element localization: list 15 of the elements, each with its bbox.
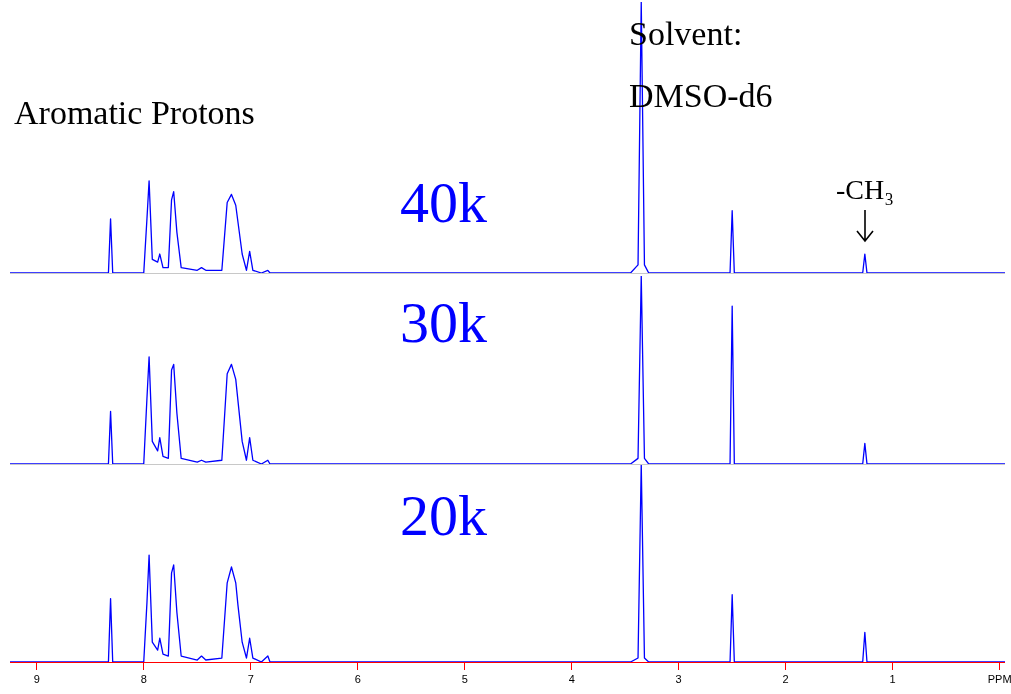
x-tick-label: 2 [782, 673, 789, 686]
x-tick-label: 8 [140, 673, 147, 686]
x-tick-label: 3 [675, 673, 682, 686]
x-tick-label: 9 [33, 673, 40, 686]
annotation: Aromatic Protons [14, 94, 255, 131]
x-tick-label: PPM [987, 673, 1011, 686]
chart-title: 30k [400, 290, 487, 355]
text: 40k [400, 170, 487, 235]
x-tick-label: 5 [461, 673, 468, 686]
annotation: -CH₃ [836, 174, 894, 205]
x-tick-label: 1 [889, 673, 896, 686]
chart-title: 20k [400, 483, 487, 548]
x-tick-label: 7 [247, 673, 254, 686]
x-tick-label: 4 [568, 673, 575, 686]
x-tick-label: 6 [354, 673, 361, 686]
